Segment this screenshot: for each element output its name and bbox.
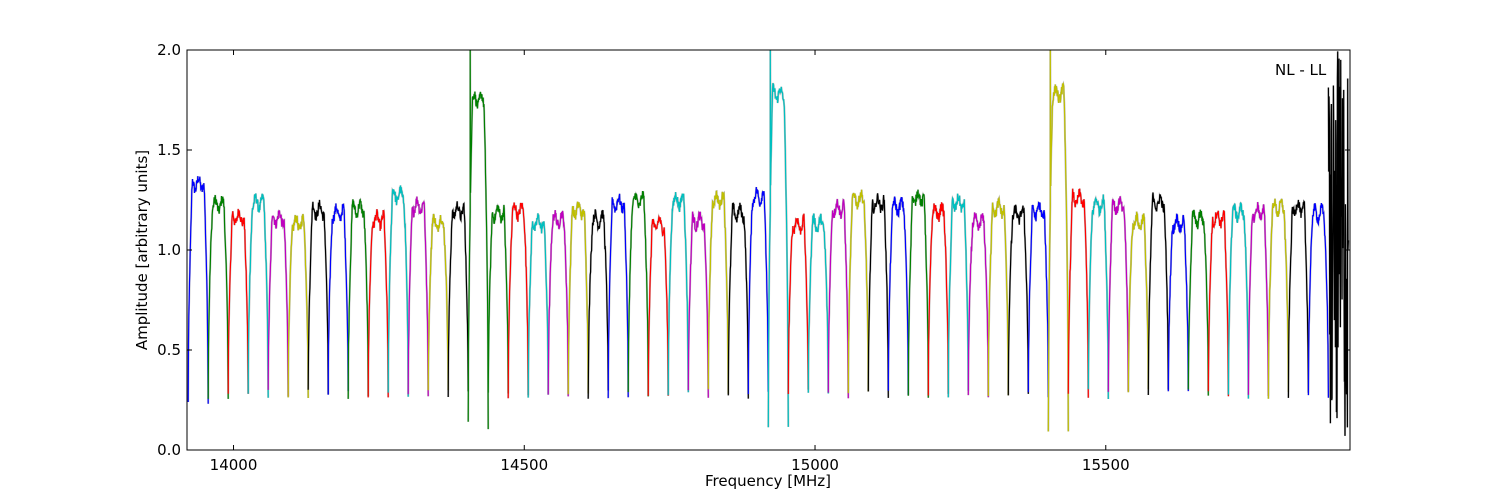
baseline-trace [1007,204,1030,396]
subband-trace [627,190,649,397]
subband-trace [1267,198,1289,399]
subband-trace [247,193,269,398]
x-axis-label: Frequency [MHz] [705,472,831,490]
subband-trace [767,50,789,428]
subband-trace [507,202,529,399]
subband-trace [1047,50,1069,432]
subband-trace [1167,213,1189,392]
y-axis: 0.0 0.5 1.0 1.5 2.0 [157,41,1350,459]
subband-trace [307,199,329,395]
subband-trace [587,209,609,399]
subband-trace [227,208,249,394]
subband-trace [1227,201,1249,399]
subband-trace [707,190,729,395]
y-tick-label: 1.0 [157,241,181,259]
y-tick-label: 1.5 [157,141,181,159]
subband-trace [567,201,589,395]
subband-trace [787,213,809,395]
subband-trace [427,213,449,391]
subband-trace [1327,51,1349,436]
subband-trace [667,192,689,396]
subband-trace [827,198,849,399]
y-axis-label: Amplitude [arbitrary units] [133,150,151,350]
subband-trace [987,195,1009,397]
x-axis: 14000 14500 15000 15500 [210,50,1130,474]
y-tick-label: 0.5 [157,341,181,359]
subband-trace [1087,194,1109,400]
subband-trace [187,176,209,404]
baseline-trace [587,209,610,399]
subband-trace [1147,192,1169,396]
subband-trace [607,193,629,399]
subband-trace [1107,196,1129,392]
subband-trace [727,202,749,399]
x-tick-label: 15500 [1082,456,1130,474]
subband-trace [367,209,389,398]
subband-trace [527,213,549,398]
subband-trace [927,202,949,396]
subband-trace [1207,210,1229,397]
subband-trace [1247,201,1269,397]
subband-trace [907,189,929,398]
subband-trace [1007,204,1029,396]
subband-trace [687,211,709,398]
subband-trace [467,50,489,430]
x-tick-label: 15000 [791,456,839,474]
subband-trace [807,213,829,394]
subband-trace [327,203,349,395]
subband-trace [847,189,869,394]
x-tick-label: 14000 [210,456,258,474]
subband-trace [387,185,409,397]
subband-trace [287,213,309,399]
subband-trace [547,210,569,397]
series-layer [187,50,1349,436]
x-tick-label: 14500 [500,456,548,474]
baseline-trace [967,212,990,398]
baseline-trace [1047,50,1070,432]
y-tick-label: 2.0 [157,41,181,59]
subband-trace [887,196,909,395]
y-tick-label: 0.0 [157,441,181,459]
subband-trace [267,209,289,397]
subband-trace [1187,209,1209,396]
subband-trace [967,212,989,398]
baseline-trace [467,50,490,430]
subband-trace [1307,203,1329,398]
subband-trace [487,204,509,394]
subband-trace [947,193,969,398]
subband-trace [447,201,469,398]
subband-trace [407,196,429,397]
subband-trace [207,194,229,399]
subband-trace [747,186,769,395]
subband-trace [1027,201,1049,398]
subband-trace [1067,188,1089,398]
subband-trace [647,214,669,396]
subband-trace [867,193,889,398]
subband-trace [1127,211,1149,393]
chart-annotation: NL - LL [1275,61,1327,79]
subband-trace [1287,199,1309,398]
baseline-trace [767,50,790,428]
subband-trace [347,198,369,399]
